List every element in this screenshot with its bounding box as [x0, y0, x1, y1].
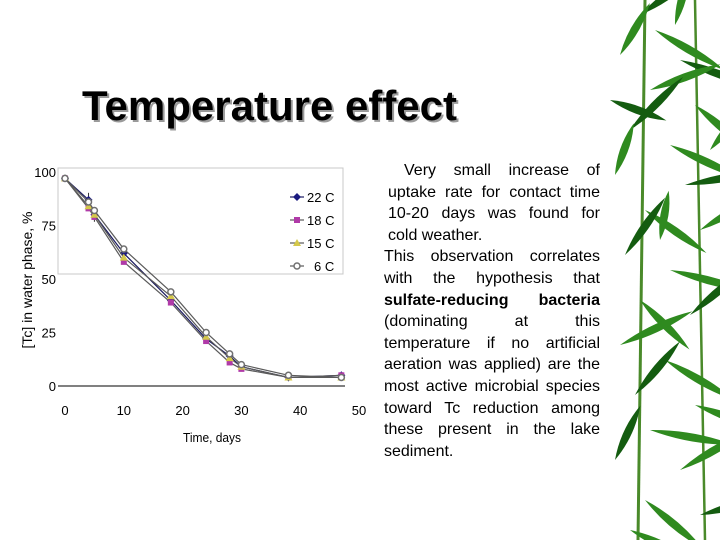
- data-point: [84, 202, 93, 210]
- series-line: [64, 177, 342, 379]
- bamboo-leaf: [655, 30, 720, 70]
- legend-item: 18 C: [290, 213, 334, 228]
- data-point: [202, 328, 210, 337]
- bamboo-leaf: [665, 360, 720, 400]
- data-point: [226, 359, 233, 366]
- bamboo-leaf: [690, 266, 720, 315]
- bamboo-leaf: [670, 145, 720, 179]
- bamboo-decoration: [610, 0, 720, 540]
- y-tick-label: 75: [42, 219, 56, 234]
- data-point: [294, 217, 300, 223]
- bamboo-leaf: [645, 500, 703, 540]
- data-point: [284, 371, 293, 380]
- y-tick-label: 100: [34, 165, 56, 180]
- y-axis-label-group: [Tc] in water phase, %: [19, 212, 35, 349]
- data-point: [337, 373, 346, 382]
- bamboo-leaf: [615, 405, 641, 460]
- legend-item: 6 C: [290, 259, 334, 274]
- paragraph-2: This observation correlates with the hyp…: [384, 246, 600, 462]
- y-axis-label: [Tc] in water phase, %: [19, 212, 35, 349]
- y-tick-label: 25: [42, 326, 56, 341]
- bamboo-leaf: [620, 3, 650, 55]
- data-point: [90, 210, 99, 218]
- bamboo-leaf: [635, 341, 680, 395]
- bamboo-leaf: [695, 105, 720, 150]
- legend-label: 6 C: [314, 259, 334, 274]
- data-point: [202, 332, 211, 340]
- series-line: [64, 177, 342, 379]
- data-point: [120, 258, 127, 265]
- bamboo-leaf: [650, 429, 720, 445]
- x-axis-label: Time, days: [183, 431, 241, 446]
- data-point: [225, 350, 234, 358]
- bamboo-leaf: [615, 123, 634, 175]
- bamboo-leaf: [695, 405, 720, 431]
- bamboo-leaf: [674, 0, 690, 25]
- bamboo-leaf: [625, 197, 666, 255]
- data-point: [237, 360, 246, 369]
- x-tick-label: 0: [61, 403, 68, 418]
- chart-legend: 22 C 18 C 15 C 6 C: [290, 190, 334, 274]
- bamboo-leaf: [700, 195, 720, 230]
- legend-item: 22 C: [290, 190, 334, 205]
- data-point: [90, 206, 99, 215]
- bamboo-leaf: [659, 190, 670, 240]
- x-tick-label: 20: [175, 403, 189, 418]
- bamboo-leaf: [650, 64, 720, 90]
- series-0: [61, 174, 346, 382]
- series-1: [62, 175, 345, 381]
- data-point: [203, 338, 210, 345]
- paragraph-2-end: (dominating at this temperature if no ar…: [384, 313, 600, 460]
- data-point: [84, 198, 93, 206]
- x-tick-label: 40: [293, 403, 307, 418]
- data-point: [293, 239, 301, 246]
- bamboo-leaf: [710, 107, 720, 150]
- bamboo-leaf: [630, 530, 694, 540]
- x-tick-label: 30: [234, 403, 248, 418]
- bamboo-leaf: [640, 0, 698, 15]
- x-tick-label: 50: [352, 403, 366, 418]
- data-point: [167, 299, 174, 306]
- plot-frame: [57, 167, 344, 275]
- line-chart: [Tc] in water phase, % Time, days 0 10 20 3…: [19, 165, 366, 446]
- series-layer: [61, 174, 346, 382]
- bamboo-leaf: [610, 100, 667, 121]
- bamboo-stem: [636, 0, 647, 540]
- axis-ticks: 0 10 20 30 40 50 0 25 50 75 100: [34, 165, 366, 418]
- slide-title: Temperature effect: [82, 82, 458, 129]
- y-tick-label: 0: [49, 379, 56, 394]
- data-point: [225, 354, 234, 362]
- series-3: [61, 174, 346, 382]
- legend-label: 22 C: [307, 190, 334, 205]
- data-point: [119, 253, 128, 261]
- bamboo-leaf: [700, 496, 720, 515]
- data-point: [167, 288, 175, 296]
- body-text: Very small increase of uptake rate for c…: [384, 160, 600, 462]
- bamboo-leaf: [630, 76, 684, 130]
- data-point: [120, 245, 128, 253]
- bamboo-leaf: [685, 170, 720, 186]
- data-point: [293, 193, 301, 201]
- data-point: [61, 174, 69, 183]
- paragraph-2-start: This observation correlates with the hyp…: [384, 248, 600, 287]
- legend-label: 18 C: [307, 213, 334, 228]
- y-tick-label: 50: [42, 272, 56, 287]
- bamboo-leaf: [670, 270, 720, 292]
- series-line: [64, 178, 342, 379]
- bamboo-stem: [693, 0, 707, 540]
- paragraph-1: Very small increase of uptake rate for c…: [388, 162, 600, 244]
- x-tick-label: 10: [117, 403, 131, 418]
- bamboo-leaf: [620, 311, 693, 345]
- legend-label: 15 C: [307, 236, 334, 251]
- data-point: [293, 262, 301, 270]
- bamboo-leaf: [680, 430, 720, 470]
- series-line: [64, 178, 342, 379]
- paragraph-2-bold: sulfate-reducing bacteria: [384, 291, 600, 309]
- data-point: [166, 292, 175, 300]
- legend-item: 15 C: [290, 236, 334, 251]
- series-2: [61, 174, 346, 381]
